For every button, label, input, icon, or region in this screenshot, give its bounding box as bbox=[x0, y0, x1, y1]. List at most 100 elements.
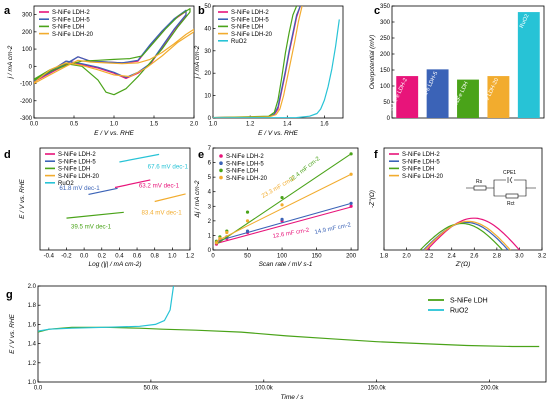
bar bbox=[426, 69, 449, 118]
x-tick-label: 1.0 bbox=[110, 122, 119, 128]
y-tick-label: 5 bbox=[208, 175, 212, 181]
y-axis-label: -Z''(Ω) bbox=[369, 190, 376, 208]
legend-entry: S-NiFe LDH-2 bbox=[402, 152, 440, 158]
x-tick-label: 100.0k bbox=[255, 386, 274, 392]
capacitance-annotation: 14.9 mF cm-2 bbox=[314, 222, 352, 236]
panel-letter-a: a bbox=[4, 5, 11, 17]
y-tick-label: 6 bbox=[208, 161, 212, 167]
legend-entry: S-NiFe LDH bbox=[52, 25, 84, 31]
y-tick-label: 1.2 bbox=[28, 361, 37, 367]
y-tick-label: 2 bbox=[208, 219, 212, 225]
x-tick-label: 200 bbox=[346, 254, 357, 260]
x-axis-label: E / V vs. RHE bbox=[258, 130, 298, 137]
legend-entry: RuO2 bbox=[450, 308, 468, 315]
legend-entry: S-NiFe LDH bbox=[226, 169, 258, 175]
series-line bbox=[34, 28, 194, 85]
y-tick-label: 30 bbox=[204, 49, 211, 55]
data-point bbox=[280, 195, 284, 200]
y-axis-label: j / mA cm-2 bbox=[7, 45, 14, 79]
x-tick-label: 0.8 bbox=[151, 254, 160, 260]
y-tick-label: 150 bbox=[380, 68, 391, 74]
y-tick-label: 100 bbox=[22, 47, 33, 53]
slope-annotation: 39.5 mV dec-1 bbox=[71, 223, 112, 230]
series-line bbox=[114, 179, 151, 189]
y-tick-label: 200 bbox=[380, 52, 391, 58]
legend-entry: S-NiFe LDH-5 bbox=[231, 17, 269, 23]
bar bbox=[396, 76, 419, 118]
y-axis-label: Overpotential (mV) bbox=[369, 35, 376, 90]
y-tick-label: -300 bbox=[20, 116, 33, 122]
y-tick-label: 20 bbox=[204, 71, 211, 77]
y-tick-label: 0 bbox=[29, 64, 33, 70]
legend-entry: S-NiFe LDH-5 bbox=[58, 159, 96, 165]
legend-entry: S-NiFe LDH-5 bbox=[226, 161, 264, 167]
x-tick-label: 150 bbox=[312, 254, 323, 260]
data-point bbox=[349, 172, 353, 176]
y-tick-label: -200 bbox=[20, 99, 33, 105]
equivalent-circuit: Rs CPE1 Rct bbox=[466, 170, 536, 207]
panel-letter-e: e bbox=[198, 149, 204, 161]
legend-entry: S-NiFe LDH-2 bbox=[58, 152, 96, 158]
x-tick-label: 2.8 bbox=[493, 254, 502, 260]
panel-letter-b: b bbox=[198, 5, 205, 17]
x-tick-label: 2.0 bbox=[402, 254, 411, 260]
x-tick-label: 1.5 bbox=[150, 122, 159, 128]
axes-frame bbox=[212, 147, 359, 251]
legend-entry: S-NiFe LDH-5 bbox=[402, 159, 440, 165]
x-tick-label: 0.2 bbox=[98, 254, 107, 260]
x-tick-label: 0.0 bbox=[34, 386, 43, 392]
legend-entry: S-NiFe LDH-2 bbox=[231, 10, 269, 16]
slope-annotation: 83.4 mV dec-1 bbox=[141, 209, 182, 216]
data-point bbox=[280, 203, 284, 207]
panel-letter-c: c bbox=[374, 5, 380, 17]
x-axis-label: E / V vs. RHE bbox=[94, 130, 134, 137]
y-tick-label: 4 bbox=[208, 190, 212, 196]
x-tick-label: 2.6 bbox=[470, 254, 479, 260]
panel-b: 1.0 1.2 1.4 1.6 0 10 20 30 40 50 E / V vs. RHE j / … bbox=[194, 4, 344, 137]
data-point bbox=[349, 152, 353, 156]
x-tick-label: 0 bbox=[211, 254, 215, 260]
y-tick-label: 250 bbox=[380, 36, 391, 42]
axes-frame bbox=[383, 147, 543, 251]
y-tick-label: 50 bbox=[383, 100, 390, 106]
x-tick-label: 1.0 bbox=[168, 254, 177, 260]
data-point bbox=[349, 204, 353, 208]
y-tick-label: 3 bbox=[208, 204, 212, 210]
series-line bbox=[424, 220, 511, 251]
circuit-label-cpe: CPE1 bbox=[503, 170, 516, 176]
y-tick-label: 1.4 bbox=[28, 342, 37, 348]
x-axis-label: Z'(Ω) bbox=[455, 261, 471, 268]
axes-frame bbox=[37, 285, 547, 383]
y-tick-label: 350 bbox=[380, 4, 391, 10]
circuit-label-rs: Rs bbox=[476, 179, 483, 185]
x-tick-label: 2.2 bbox=[425, 254, 434, 260]
x-tick-label: 1.4 bbox=[283, 122, 292, 128]
series-line bbox=[426, 217, 520, 251]
series-line bbox=[154, 193, 186, 203]
y-tick-label: 7 bbox=[208, 146, 212, 152]
panel-g: 0.0 50.0k 100.0k 150.0k 200.0k 1.0 1.2 1.4 1.6 1.… bbox=[9, 284, 547, 401]
legend-entry: RuO2 bbox=[231, 39, 247, 45]
x-tick-label: 0.5 bbox=[70, 122, 79, 128]
x-tick-label: 1.8 bbox=[380, 254, 389, 260]
y-tick-label: 2.0 bbox=[28, 284, 37, 290]
x-tick-label: 50.0k bbox=[144, 386, 160, 392]
x-tick-label: 1.6 bbox=[320, 122, 329, 128]
series-line bbox=[34, 9, 187, 82]
x-axis-label: Time / s bbox=[280, 394, 304, 401]
y-tick-label: -100 bbox=[20, 82, 33, 88]
x-tick-label: 150.0k bbox=[368, 386, 387, 392]
series-line bbox=[38, 286, 175, 332]
series-line bbox=[119, 153, 160, 163]
legend-swatch bbox=[219, 175, 223, 180]
x-axis-label: Scan rate / mV s-1 bbox=[259, 261, 313, 268]
legend-entry: S-NiFe LDH-5 bbox=[52, 17, 90, 23]
x-tick-label: 200.0k bbox=[481, 386, 500, 392]
legend-entry: RuO2 bbox=[58, 181, 74, 187]
y-tick-label: 300 bbox=[380, 20, 391, 26]
x-tick-label: 0.4 bbox=[115, 254, 124, 260]
x-tick-label: -0.2 bbox=[61, 254, 72, 260]
bar-label: RuO2 bbox=[519, 13, 531, 29]
y-axis-label: E / V vs. RHE bbox=[9, 313, 16, 353]
